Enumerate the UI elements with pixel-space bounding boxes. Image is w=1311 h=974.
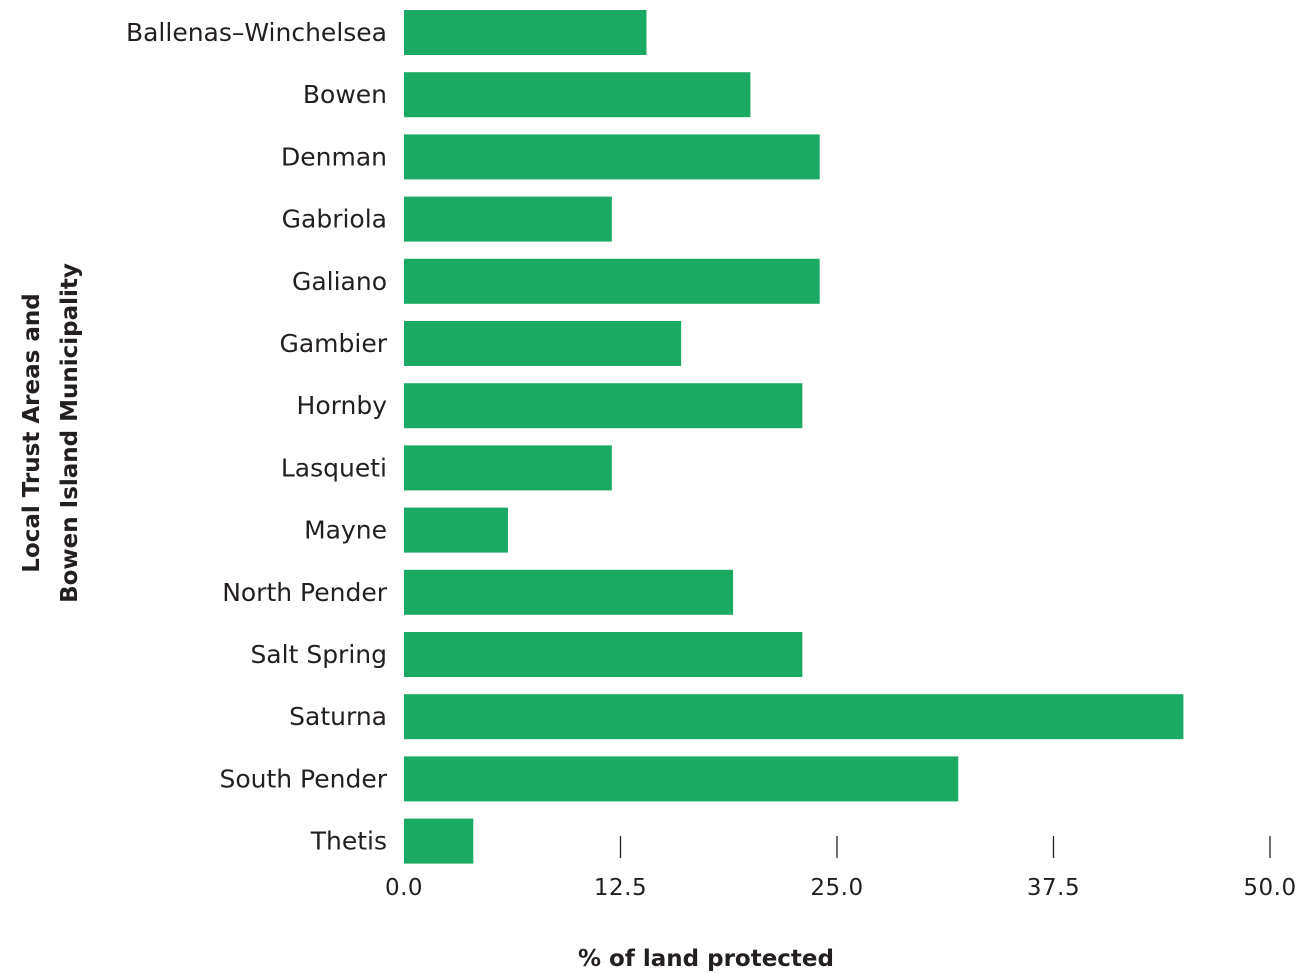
category-label: Salt Spring: [250, 640, 387, 669]
x-tick-label: 12.5: [594, 875, 647, 901]
category-label: Gabriola: [282, 205, 387, 234]
category-label: North Pender: [222, 578, 388, 607]
bar-lasqueti: [404, 445, 612, 491]
category-label: South Pender: [219, 764, 387, 793]
x-tick-label: 50.0: [1243, 875, 1296, 901]
bar-bowen: [404, 72, 751, 118]
x-axis-tick-labels: 0.0 12.5 25.0 37.5 50.0: [385, 875, 1296, 901]
x-axis-title: % of land protected: [578, 946, 834, 972]
x-tick-label: 37.5: [1027, 875, 1080, 901]
category-label: Mayne: [304, 516, 387, 545]
category-label: Ballenas–Winchelsea: [126, 18, 387, 47]
bar-mayne: [404, 507, 508, 553]
category-label: Thetis: [310, 827, 387, 856]
bar-galiano: [404, 258, 820, 304]
category-label: Bowen: [303, 80, 387, 109]
bar-gambier: [404, 321, 682, 366]
x-axis-ticks: [619, 836, 1271, 858]
bar-denman: [404, 134, 820, 180]
y-axis-title: Local Trust Areas and Bowen Island Munic…: [19, 263, 83, 603]
category-labels: Ballenas–Winchelsea Bowen Denman Gabriola Ga…: [126, 18, 388, 856]
category-label: Denman: [281, 142, 387, 171]
x-tick-label: 0.0: [385, 875, 423, 901]
bar-saturna: [404, 694, 1184, 740]
bar-hornby: [404, 383, 803, 429]
bar-thetis: [404, 818, 474, 864]
x-tick-label: 25.0: [810, 875, 863, 901]
category-label: Saturna: [289, 702, 387, 731]
y-axis-title-line-2: Bowen Island Municipality: [57, 263, 83, 603]
category-label: Hornby: [297, 391, 388, 420]
bar-north-pender: [404, 569, 734, 615]
bars-group: [404, 10, 1184, 864]
bar-gabriola: [404, 196, 612, 242]
y-axis-title-line-1: Local Trust Areas and: [19, 293, 45, 572]
category-label: Lasqueti: [281, 453, 387, 482]
category-label: Gambier: [279, 329, 387, 358]
bar-salt-spring: [404, 632, 803, 677]
bar-ballenas-winchelsea: [404, 10, 647, 55]
category-label: Galiano: [292, 267, 387, 296]
bar-south-pender: [404, 756, 959, 802]
